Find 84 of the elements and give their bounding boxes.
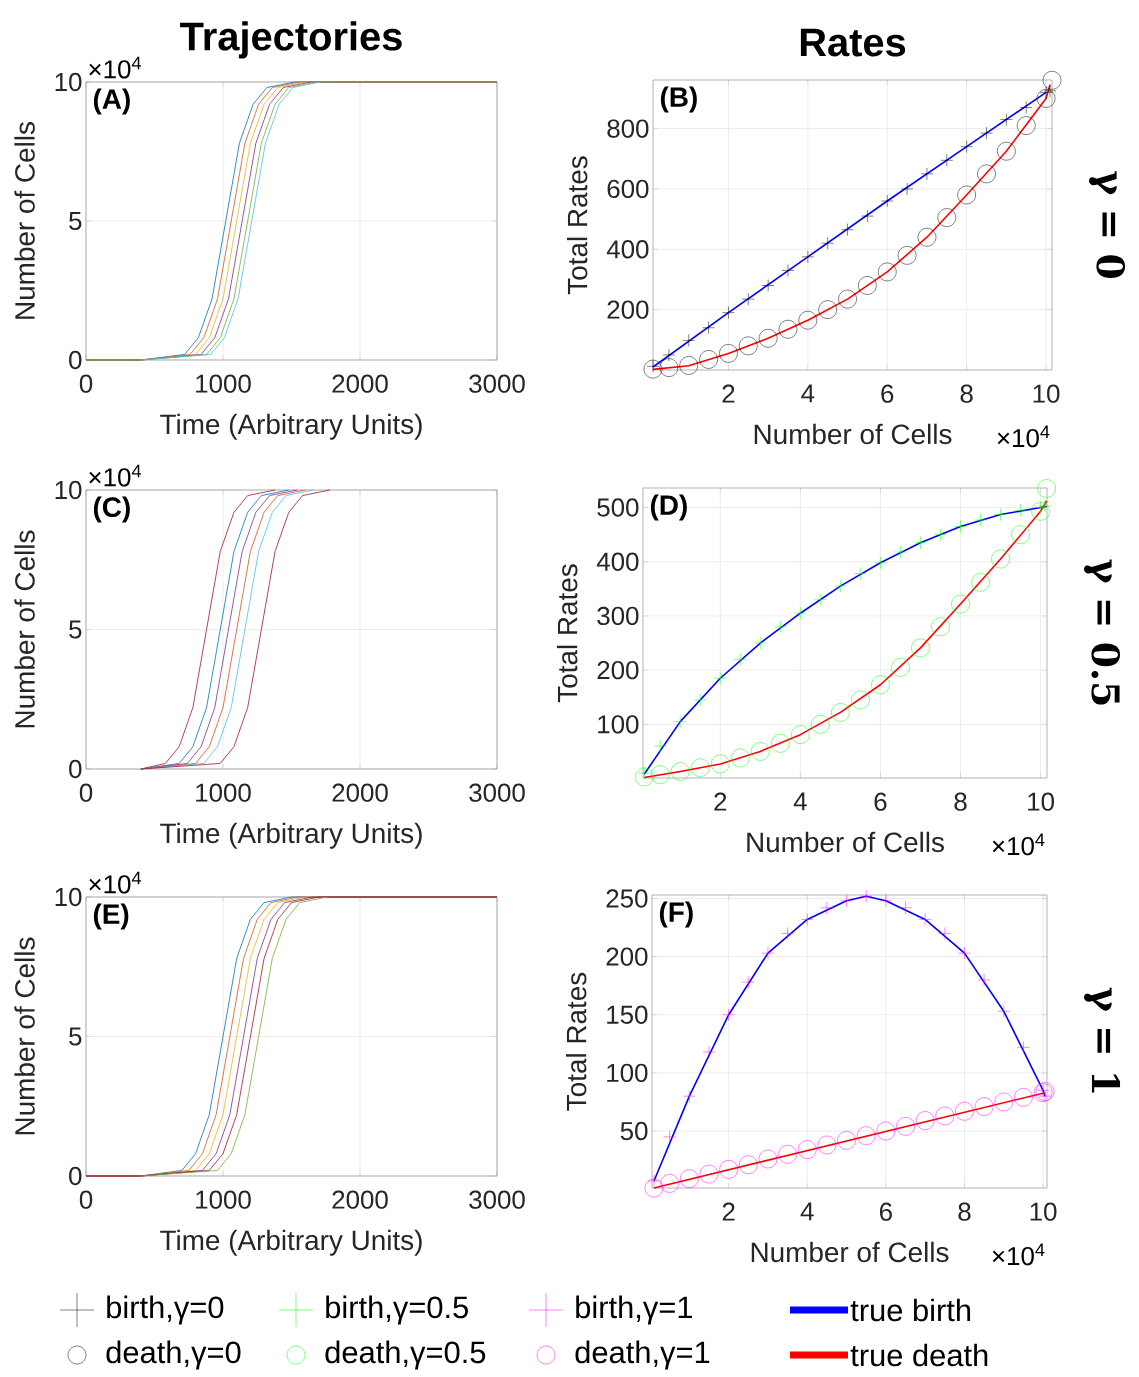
- y-axis-title: Number of Cells: [14, 937, 35, 1135]
- y-tick-label: 100: [607, 1063, 648, 1083]
- y-tick-label: 50: [620, 1121, 648, 1141]
- annotation: (C): [93, 496, 130, 523]
- y-tick-label: 10: [55, 480, 82, 500]
- x-tick-label: 2: [722, 384, 735, 403]
- legend-label: true birth: [850, 1298, 971, 1322]
- y-axis-title: Total Rates: [566, 156, 588, 295]
- y-tick-label: 400: [596, 552, 639, 571]
- annotation: (E): [93, 903, 129, 930]
- y-tick-label: 500: [597, 498, 639, 517]
- y-tick-label: 250: [606, 889, 648, 908]
- y-tick-label: 400: [606, 240, 649, 259]
- x-tick-label: 2: [714, 792, 727, 811]
- x-tick-label: 8: [958, 1202, 971, 1221]
- x-tick-label: 10: [1030, 1202, 1057, 1221]
- y-tick-label: 5: [69, 1027, 82, 1046]
- annotation: (D): [650, 494, 687, 521]
- text: ×10$^{4}$: [89, 871, 142, 894]
- x-tick-label: 4: [801, 384, 815, 403]
- y-tick-label: 150: [607, 1005, 648, 1024]
- x-axis-title: Number of Cells: [754, 423, 952, 445]
- y-tick-label: 0: [69, 350, 82, 370]
- x-axis-title: Time (Arbitrary Units): [160, 413, 422, 440]
- x-tick-label: 2000: [332, 783, 388, 802]
- y-tick-label: 0: [69, 759, 82, 779]
- legend-label: death,γ=0: [106, 1340, 241, 1370]
- y-tick-label: 300: [597, 606, 639, 626]
- y-tick-label: 5: [69, 211, 82, 231]
- x-tick-label: 2000: [332, 374, 388, 393]
- y-tick-label: 200: [597, 660, 639, 680]
- annotation: (B): [660, 86, 697, 113]
- y-tick-label: 0: [69, 1166, 82, 1186]
- y-tick-label: 10: [55, 72, 82, 92]
- y-tick-label: 800: [607, 119, 649, 138]
- legend-label: true death: [850, 1343, 988, 1367]
- text: ×10$^{4}$: [992, 833, 1045, 856]
- text: γ = 1: [1084, 987, 1121, 1093]
- y-tick-label: 600: [607, 179, 649, 199]
- legend-label: birth,γ=0.5: [326, 1295, 468, 1325]
- y-tick-label: 200: [606, 947, 648, 966]
- legend-label: death,γ=0.5: [325, 1340, 486, 1370]
- y-tick-label: 200: [607, 300, 649, 319]
- annotation: (A): [93, 88, 130, 115]
- chart-title: Rates: [800, 28, 906, 57]
- x-tick-label: 10: [1033, 384, 1060, 403]
- y-axis-title: Total Rates: [565, 972, 587, 1111]
- x-tick-label: 6: [879, 1202, 892, 1221]
- x-tick-label: 2: [722, 1202, 735, 1221]
- text: ×10$^{4}$: [992, 1243, 1045, 1266]
- x-tick-label: 6: [874, 792, 887, 811]
- text: γ = 0.5: [1084, 559, 1121, 705]
- text: ×10$^{4}$: [997, 425, 1050, 448]
- chart-title: Trajectories: [180, 21, 402, 59]
- text: γ = 0: [1089, 171, 1126, 278]
- x-tick-label: 10: [1028, 792, 1054, 811]
- x-axis-title: Time (Arbitrary Units): [160, 822, 422, 849]
- text: ×10$^{4}$: [89, 56, 142, 79]
- x-tick-label: 3000: [469, 374, 525, 393]
- legend-label: birth,γ=1: [576, 1295, 693, 1325]
- x-tick-label: 2000: [332, 1190, 388, 1209]
- x-tick-label: 8: [954, 792, 967, 811]
- y-tick-label: 10: [55, 887, 82, 907]
- y-axis-title: Total Rates: [556, 564, 578, 703]
- annotation: (F): [659, 901, 693, 928]
- x-tick-label: 4: [793, 792, 807, 811]
- y-axis-title: Number of Cells: [14, 530, 35, 728]
- y-tick-label: 5: [69, 620, 82, 639]
- x-axis-title: Number of Cells: [751, 1241, 949, 1263]
- x-tick-label: 1000: [196, 1190, 251, 1209]
- y-tick-label: 100: [598, 715, 639, 734]
- x-axis-title: Number of Cells: [747, 831, 944, 853]
- x-tick-label: 8: [960, 384, 973, 403]
- x-axis-title: Time (Arbitrary Units): [160, 1229, 422, 1256]
- text: ×10$^{4}$: [89, 464, 142, 487]
- x-tick-label: 3000: [469, 783, 525, 802]
- legend-label: birth,γ=0: [107, 1295, 224, 1325]
- legend-label: death,γ=1: [575, 1340, 710, 1370]
- x-tick-label: 6: [881, 384, 894, 403]
- x-tick-label: 1000: [196, 374, 251, 393]
- x-tick-label: 3000: [469, 1190, 525, 1209]
- x-tick-label: 1000: [196, 783, 251, 802]
- x-tick-label: 4: [800, 1202, 814, 1221]
- y-axis-title: Number of Cells: [14, 122, 35, 319]
